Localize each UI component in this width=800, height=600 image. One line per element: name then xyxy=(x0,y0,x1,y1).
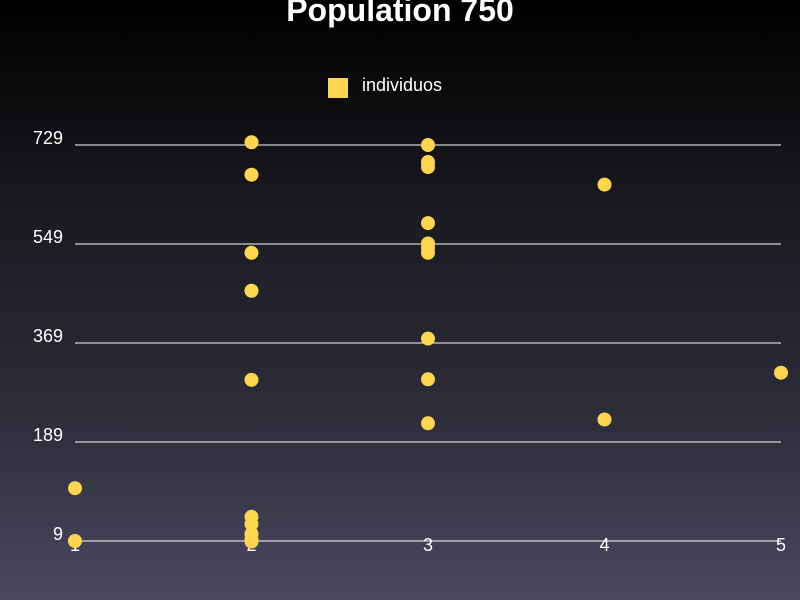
chart-title: Population 750 xyxy=(286,0,514,28)
y-tick-label-9: 9 xyxy=(53,524,63,544)
data-point-18 xyxy=(421,216,435,231)
y-tick-label-729: 729 xyxy=(33,128,63,148)
data-point-23 xyxy=(597,177,612,192)
data-point-14 xyxy=(421,331,435,346)
data-point-21 xyxy=(421,138,435,152)
data-point-0 xyxy=(68,534,82,548)
y-tick-label-369: 369 xyxy=(33,326,63,346)
y-tick-label-549: 549 xyxy=(33,227,63,247)
data-point-1 xyxy=(68,481,82,496)
data-point-11 xyxy=(244,135,259,150)
legend-label: individuos xyxy=(362,74,443,95)
legend: individuos xyxy=(328,72,442,98)
data-point-4 xyxy=(244,526,259,541)
data-point-9 xyxy=(244,245,259,260)
data-point-24 xyxy=(774,365,788,380)
x-tick-label-3: 3 xyxy=(423,535,433,555)
data-point-17 xyxy=(421,236,435,251)
data-point-20 xyxy=(421,155,435,170)
data-point-10 xyxy=(244,167,259,182)
data-point-7 xyxy=(244,372,259,387)
legend-swatch xyxy=(328,78,348,98)
y-tick-label-189: 189 xyxy=(33,425,63,445)
data-point-22 xyxy=(597,412,612,427)
data-point-12 xyxy=(421,416,435,431)
x-tick-label-4: 4 xyxy=(599,535,609,555)
x-tick-label-5: 5 xyxy=(776,535,786,555)
data-point-6 xyxy=(244,509,259,524)
data-point-13 xyxy=(421,372,435,387)
data-point-8 xyxy=(244,283,259,298)
